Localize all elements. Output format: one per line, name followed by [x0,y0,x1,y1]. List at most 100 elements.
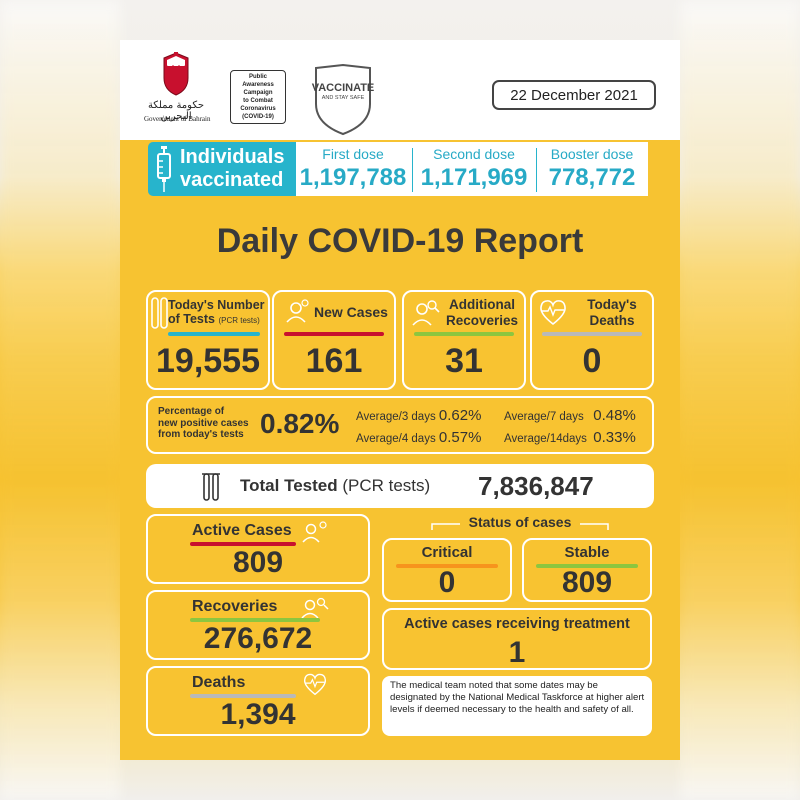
tests-label-line: Today's Number [168,298,265,312]
booster-dose-value: 778,772 [548,164,636,191]
active-cases-card: Active Cases 809 [146,514,370,584]
critical-label: Critical [421,544,473,561]
status-title-bracket [431,523,609,530]
total-recoveries-label: Recoveries [192,598,278,615]
background-blur-right [680,0,800,800]
vaccinated-title-line: Individuals [180,146,285,168]
new-cases-bar [284,332,384,336]
second-dose-label: Second dose [433,146,515,162]
total-tested-value: 7,836,847 [478,471,594,501]
positivity-label-line: new positive cases [158,417,249,429]
total-tested-label-text: Total Tested [240,476,338,495]
recoveries-label: Additional Recoveries [440,297,524,329]
note-card: The medical team noted that some dates m… [382,676,652,736]
deaths-label: Today's Deaths [572,297,652,329]
covid-report-poster: حكومة مملكة البحرين Government of Bahrai… [120,40,680,760]
background-blur-left [0,0,120,800]
average-label: Average/4 days [356,433,436,445]
total-deaths-label: Deaths [192,674,246,691]
first-dose-value: 1,197,788 [299,164,407,191]
campaign-line: Campaign [243,90,273,96]
average-label: Average/14days [504,433,587,445]
first-dose: First dose 1,197,788 [296,142,410,196]
deaths-bar [542,332,642,336]
average-value: 0.48% [593,407,636,424]
average-label: Average/7 days [504,411,584,423]
dose-counts: First dose 1,197,788 Second dose 1,171,9… [296,142,648,196]
campaign-line: to Combat [243,98,273,104]
recoveries-value: 31 [445,342,483,380]
active-cases-bar [190,542,296,546]
deaths-card: Today's Deaths 0 [530,290,654,390]
new-cases-label: New Cases [314,304,388,320]
total-recoveries-bar [190,618,320,622]
recoveries-bar [414,332,514,336]
second-dose: Second dose 1,171,969 [414,142,534,196]
treatment-card: Active cases receiving treatment 1 [382,608,652,670]
positivity-card: Percentage of new positive cases from to… [146,396,654,454]
positivity-value: 0.82% [260,408,340,439]
poster-header [120,40,680,140]
average-4-days: Average/4 days 0.57% [356,429,481,446]
emblem-icon [163,52,189,96]
campaign-line: (COVID-19) [242,114,274,120]
booster-dose: Booster dose 778,772 [538,142,646,196]
report-date: 22 December 2021 [492,80,656,110]
active-cases-value: 809 [232,546,284,579]
critical-bar [396,564,498,568]
campaign-line: Coronavirus [240,106,276,112]
stable-label: Stable [564,544,610,561]
tests-value: 19,555 [156,342,260,380]
active-cases-label: Active Cases [192,522,292,539]
deaths-value: 0 [582,342,602,380]
campaign-line: Public Awareness [242,74,274,88]
tests-bar [168,332,260,336]
heart-pulse-icon [304,673,326,696]
tests-label-text: of Tests [168,312,215,326]
tests-label-small: (PCR tests) [218,316,260,325]
person-virus-icon [286,299,309,323]
average-7-days: Average/7 days 0.48% [504,407,636,424]
total-tested-card: Total Tested (PCR tests) 7,836,847 [146,464,654,508]
person-search-icon [412,300,440,326]
tests-label: Today's Number of Tests (PCR tests) [168,298,265,328]
vaccinated-label-box: Individuals vaccinated [148,142,296,196]
heart-pulse-icon [540,300,566,326]
recoveries-label-line: Recoveries [445,313,519,328]
tests-card: Today's Number of Tests (PCR tests) 19,5… [146,290,270,390]
stable-bar [536,564,638,568]
average-value: 0.57% [438,429,482,446]
positivity-label-line: from today's tests [158,429,244,440]
campaign-badge: Public Awareness Campaign to Combat Coro… [230,70,286,124]
government-name-arabic: حكومة مملكة البحرين [147,100,205,122]
second-dose-value: 1,171,969 [420,164,528,191]
vaccinate-subtitle: AND STAY SAFE [321,95,365,101]
person-search-icon [301,597,329,619]
critical-card: Critical 0 [382,538,512,602]
vaccinated-title: Individuals vaccinated [180,146,284,192]
total-deaths-value: 1,394 [220,698,296,731]
vaccinate-title: VACCINATE [311,82,375,94]
vaccinated-title-line: vaccinated [180,169,284,191]
average-value: 0.62% [438,407,482,424]
dose-divider [536,148,537,192]
average-label: Average/3 days [356,411,436,423]
critical-value: 0 [438,566,456,599]
deaths-label-line: Deaths [589,313,635,328]
person-virus-icon [302,521,327,543]
total-deaths-card: Deaths 1,394 [146,666,370,736]
report-title: Daily COVID-19 Report [216,222,584,260]
total-tested-label-small: (PCR tests) [342,476,431,495]
new-cases-card: New Cases 161 [272,290,396,390]
shield-icon [315,64,371,136]
average-value: 0.33% [593,429,636,446]
test-tubes-icon [151,297,168,329]
positivity-label: Percentage of new positive cases from to… [158,406,249,441]
dose-divider [412,148,413,192]
positivity-label-line: Percentage of [158,406,225,417]
note-text: The medical team noted that some dates m… [390,680,645,715]
treatment-label: Active cases receiving treatment [404,616,630,632]
booster-dose-label: Booster dose [550,146,634,162]
stable-card: Stable 809 [522,538,652,602]
treatment-value: 1 [508,636,526,669]
